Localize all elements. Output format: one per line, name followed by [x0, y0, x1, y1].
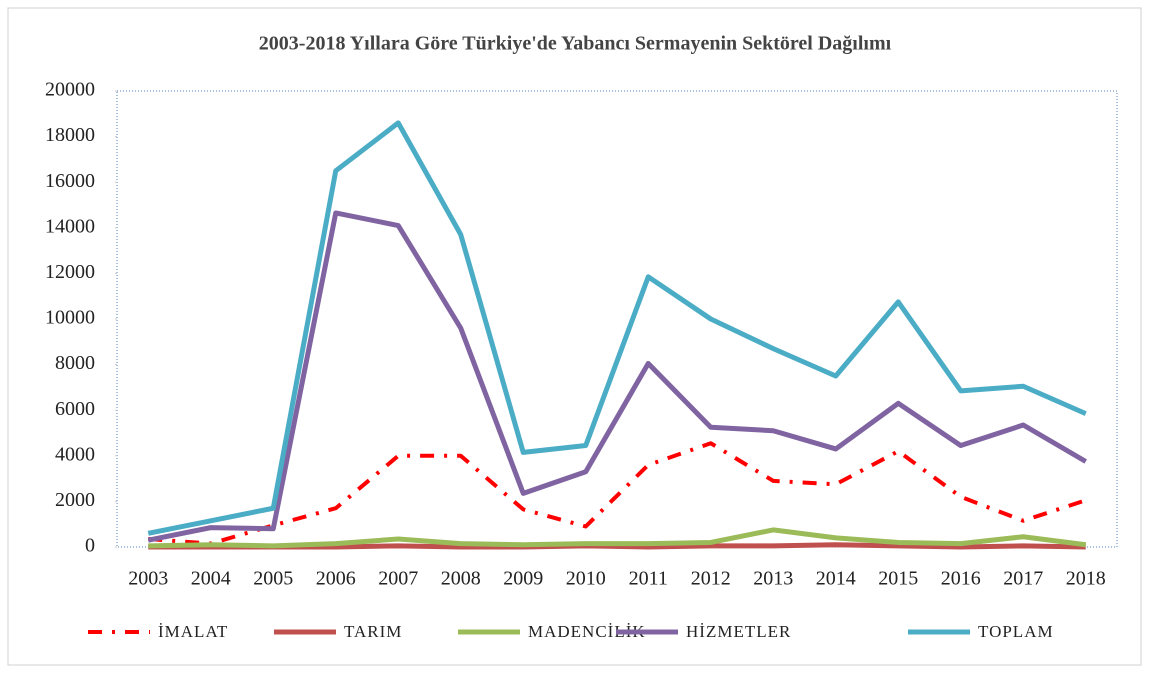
series-line — [147, 210, 1088, 543]
x-tick-label: 2018 — [1066, 568, 1106, 590]
y-tick-label: 16000 — [45, 170, 95, 192]
x-tick-label: 2011 — [629, 568, 668, 590]
x-tick-label: 2007 — [378, 568, 418, 590]
y-tick-label: 6000 — [55, 398, 95, 420]
y-tick-label: 10000 — [45, 307, 95, 329]
y-tick-label: 14000 — [45, 215, 95, 237]
chart-frame — [7, 7, 1142, 666]
x-tick-label: 2016 — [941, 568, 981, 590]
x-tick-label: 2008 — [441, 568, 481, 590]
legend-label: TOPLAM — [978, 622, 1054, 641]
legend-label: TARIM — [344, 622, 402, 641]
x-tick-label: 2005 — [253, 568, 293, 590]
y-tick-label: 18000 — [45, 124, 95, 146]
x-tick-label: 2013 — [753, 568, 793, 590]
x-tick-label: 2009 — [503, 568, 543, 590]
series-line — [147, 120, 1087, 536]
y-tick-label: 2000 — [55, 489, 95, 511]
chart-title: 2003-2018 Yıllara Göre Türkiye'de Yabanc… — [259, 33, 892, 55]
legend-label: HİZMETLER — [686, 622, 791, 641]
y-tick-label: 4000 — [55, 443, 95, 465]
x-tick-label: 2010 — [566, 568, 606, 590]
series-line — [148, 441, 1087, 546]
y-tick-label: 20000 — [45, 79, 95, 101]
x-tick-label: 2014 — [816, 568, 856, 590]
y-tick-label: 0 — [85, 535, 95, 557]
series-line — [148, 527, 1087, 549]
x-tick-label: 2004 — [191, 568, 231, 590]
legend-label: MADENCİLİK — [528, 622, 646, 641]
x-tick-label: 2012 — [691, 568, 731, 590]
x-tick-label: 2017 — [1003, 568, 1043, 590]
x-tick-label: 2015 — [878, 568, 918, 590]
legend-label: İMALAT — [158, 622, 228, 641]
y-tick-label: 12000 — [45, 261, 95, 283]
x-tick-label: 2003 — [128, 568, 168, 590]
x-tick-label: 2006 — [316, 568, 356, 590]
y-tick-label: 8000 — [55, 352, 95, 374]
